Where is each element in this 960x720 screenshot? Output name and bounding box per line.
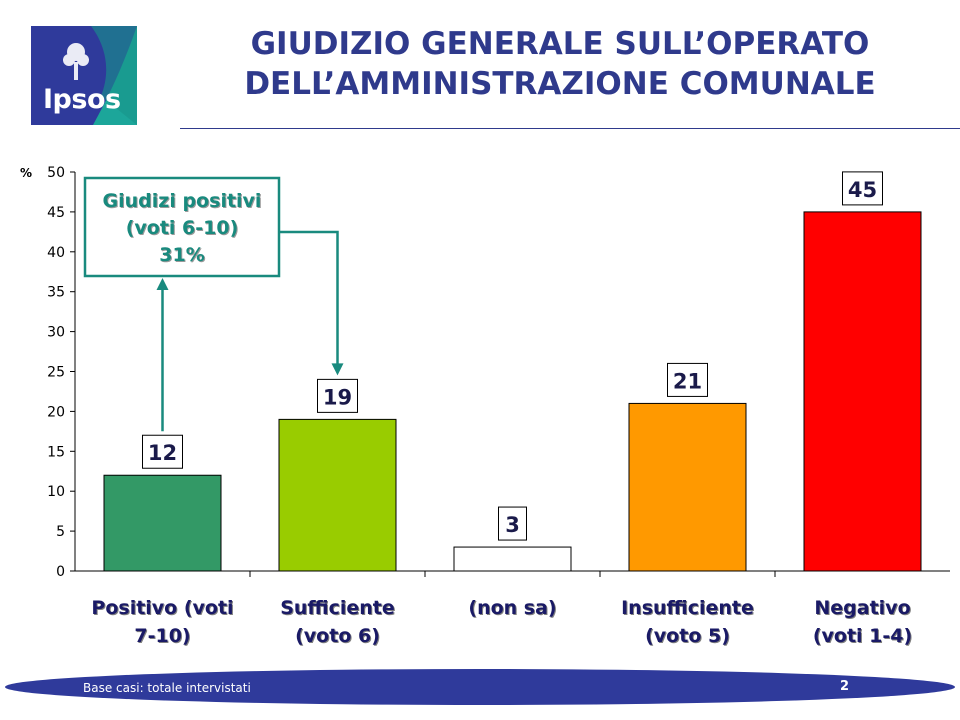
category-label-shadow: Negativo [815, 598, 911, 620]
bar [453, 546, 572, 572]
data-label-box [842, 171, 883, 206]
annotation-text: (voti 6-10) [126, 217, 239, 239]
annotation-text: Giudizi positivi [103, 190, 262, 212]
category-label: Negativo [814, 597, 910, 619]
annotation-arrow-right [279, 230, 339, 366]
arrow-head-up-icon [156, 278, 169, 290]
category-label: (voti 1-4) [813, 625, 912, 647]
title-line-2: DELL’AMMINISTRAZIONE COMUNALE [244, 66, 876, 102]
y-tick-label: 20 [47, 404, 65, 420]
chart-bars [103, 211, 922, 572]
y-tick-label: 10 [47, 484, 65, 500]
category-label-shadow: (non sa) [469, 598, 557, 620]
data-label-box [667, 362, 708, 397]
title-line-1: GIUDIZIO GENERALE SULL’OPERATO [250, 26, 870, 62]
annotation-text-shadow: Giudizi positivi [104, 191, 263, 213]
data-label-box [142, 434, 183, 469]
page-title: GIUDIZIO GENERALE SULL’OPERATO DELL’AMMI… [180, 24, 940, 104]
data-label-box [498, 506, 527, 541]
category-label: (voto 6) [295, 625, 380, 647]
y-tick-label: 5 [56, 524, 65, 540]
annotation-box [83, 176, 281, 278]
data-label: 3 [505, 513, 520, 537]
data-label: 45 [848, 178, 877, 202]
category-label: Insufficiente [621, 597, 754, 619]
category-label-shadow: 7-10) [135, 626, 191, 648]
y-tick-label: 50 [47, 165, 65, 181]
base-note: Base casi: totale intervistati [83, 681, 251, 695]
category-label: (voto 5) [645, 625, 730, 647]
category-label-shadow: Sufficiente [281, 598, 396, 620]
y-axis-label: % [20, 166, 32, 180]
y-tick-label: 25 [47, 365, 65, 381]
data-label: 21 [673, 369, 702, 393]
y-tick-label: 35 [47, 285, 65, 301]
page-number: 2 [840, 679, 850, 694]
y-tick-label: 40 [47, 245, 65, 261]
annotation-text-shadow: (voti 6-10) [127, 218, 240, 240]
y-tick-label: 15 [47, 444, 65, 460]
title-divider [180, 128, 960, 129]
logo-wave-icon [31, 26, 137, 125]
data-label: 19 [323, 385, 352, 409]
category-label-shadow: (voto 6) [296, 626, 381, 648]
y-tick-label: 0 [56, 564, 65, 580]
bar [803, 211, 922, 572]
bar [103, 474, 222, 572]
category-label-shadow: Positivo (voti [92, 598, 234, 620]
data-label: 12 [148, 441, 177, 465]
data-label-box [317, 378, 358, 413]
ipsos-logo: Ipsos [31, 26, 137, 125]
category-label: Sufficiente [280, 597, 395, 619]
annotation-text: 31% [159, 244, 204, 266]
y-tick-label: 45 [47, 205, 65, 221]
category-label: Positivo (voti [91, 597, 233, 619]
bar [628, 402, 747, 572]
category-label-shadow: Insufficiente [622, 598, 755, 620]
y-tick-label: 30 [47, 325, 65, 341]
category-label: 7-10) [134, 625, 190, 647]
bar [278, 418, 397, 572]
arrow-head-down-icon [331, 363, 344, 376]
logo-text: Ipsos [43, 84, 121, 115]
category-label-shadow: (voti 1-4) [814, 626, 913, 648]
category-label: (non sa) [468, 597, 556, 619]
category-label-shadow: (voto 5) [646, 626, 731, 648]
annotation-text-shadow: 31% [160, 245, 205, 267]
